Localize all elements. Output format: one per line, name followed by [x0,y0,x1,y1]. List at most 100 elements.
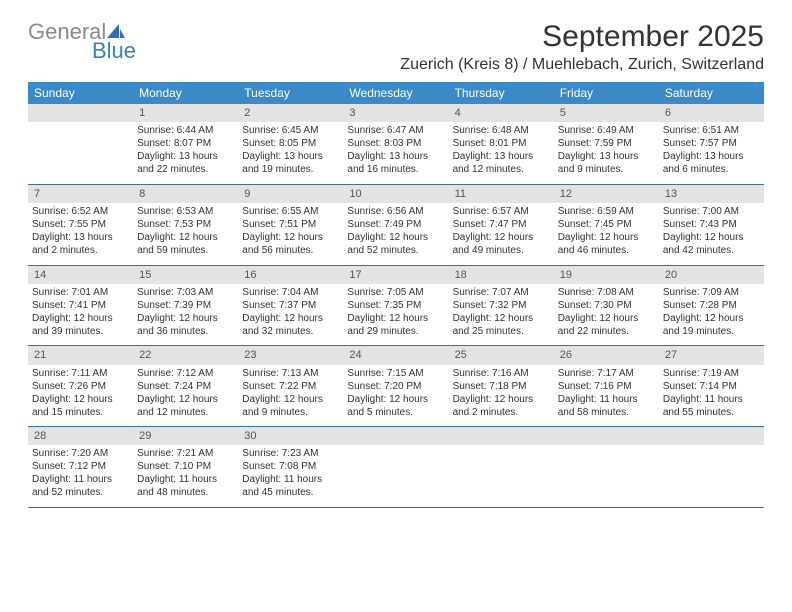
daynum-row: 123456 [28,104,764,122]
day-cell [343,445,448,507]
day-number: 29 [133,427,238,446]
day-cell: Sunrise: 6:56 AMSunset: 7:49 PMDaylight:… [343,203,448,265]
day-cell [449,445,554,507]
day-content: Sunrise: 7:12 AMSunset: 7:24 PMDaylight:… [137,367,234,419]
sunset-text: Sunset: 7:45 PM [558,218,655,231]
day-cell: Sunrise: 6:44 AMSunset: 8:07 PMDaylight:… [133,122,238,184]
day-content: Sunrise: 7:07 AMSunset: 7:32 PMDaylight:… [453,286,550,338]
daylight-text: Daylight: 11 hours and 58 minutes. [558,393,655,419]
sunrise-text: Sunrise: 6:56 AM [347,205,444,218]
day-number: 7 [28,184,133,203]
day-content: Sunrise: 6:44 AMSunset: 8:07 PMDaylight:… [137,124,234,176]
weekday-tue: Tuesday [238,82,343,104]
sunrise-text: Sunrise: 7:04 AM [242,286,339,299]
daynum-row: 282930 [28,427,764,446]
day-cell: Sunrise: 6:55 AMSunset: 7:51 PMDaylight:… [238,203,343,265]
day-cell: Sunrise: 7:08 AMSunset: 7:30 PMDaylight:… [554,284,659,346]
day-number: 8 [133,184,238,203]
day-content: Sunrise: 7:03 AMSunset: 7:39 PMDaylight:… [137,286,234,338]
daylight-text: Daylight: 12 hours and 52 minutes. [347,231,444,257]
calendar-body: 123456 Sunrise: 6:44 AMSunset: 8:07 PMDay… [28,104,764,507]
day-number: 9 [238,184,343,203]
day-content: Sunrise: 6:49 AMSunset: 7:59 PMDaylight:… [558,124,655,176]
sunrise-text: Sunrise: 6:45 AM [242,124,339,137]
data-row: Sunrise: 7:20 AMSunset: 7:12 PMDaylight:… [28,445,764,507]
data-row: Sunrise: 7:01 AMSunset: 7:41 PMDaylight:… [28,284,764,346]
daylight-text: Daylight: 13 hours and 16 minutes. [347,150,444,176]
sunset-text: Sunset: 7:12 PM [32,460,129,473]
day-cell: Sunrise: 7:09 AMSunset: 7:28 PMDaylight:… [659,284,764,346]
day-number: 18 [449,265,554,284]
weekday-row: Sunday Monday Tuesday Wednesday Thursday… [28,82,764,104]
daylight-text: Daylight: 12 hours and 59 minutes. [137,231,234,257]
sunrise-text: Sunrise: 7:05 AM [347,286,444,299]
day-cell: Sunrise: 7:20 AMSunset: 7:12 PMDaylight:… [28,445,133,507]
daylight-text: Daylight: 12 hours and 12 minutes. [137,393,234,419]
daylight-text: Daylight: 13 hours and 22 minutes. [137,150,234,176]
location: Zuerich (Kreis 8) / Muehlebach, Zurich, … [400,56,764,74]
day-cell [659,445,764,507]
weekday-sat: Saturday [659,82,764,104]
day-cell: Sunrise: 6:51 AMSunset: 7:57 PMDaylight:… [659,122,764,184]
day-cell: Sunrise: 6:45 AMSunset: 8:05 PMDaylight:… [238,122,343,184]
day-number: 17 [343,265,448,284]
day-number: 3 [343,104,448,122]
sunrise-text: Sunrise: 6:52 AM [32,205,129,218]
data-row: Sunrise: 6:52 AMSunset: 7:55 PMDaylight:… [28,203,764,265]
sunset-text: Sunset: 8:03 PM [347,137,444,150]
weekday-mon: Monday [133,82,238,104]
sunrise-text: Sunrise: 7:20 AM [32,447,129,460]
day-cell: Sunrise: 7:03 AMSunset: 7:39 PMDaylight:… [133,284,238,346]
day-content: Sunrise: 7:21 AMSunset: 7:10 PMDaylight:… [137,447,234,499]
day-number [343,427,448,446]
day-cell: Sunrise: 7:23 AMSunset: 7:08 PMDaylight:… [238,445,343,507]
day-content: Sunrise: 6:48 AMSunset: 8:01 PMDaylight:… [453,124,550,176]
daylight-text: Daylight: 13 hours and 2 minutes. [32,231,129,257]
daylight-text: Daylight: 13 hours and 9 minutes. [558,150,655,176]
calendar-head: Sunday Monday Tuesday Wednesday Thursday… [28,82,764,104]
sunrise-text: Sunrise: 6:59 AM [558,205,655,218]
day-content: Sunrise: 7:15 AMSunset: 7:20 PMDaylight:… [347,367,444,419]
day-cell: Sunrise: 6:57 AMSunset: 7:47 PMDaylight:… [449,203,554,265]
daylight-text: Daylight: 12 hours and 19 minutes. [663,312,760,338]
day-cell: Sunrise: 7:15 AMSunset: 7:20 PMDaylight:… [343,365,448,427]
day-number: 27 [659,346,764,365]
sunrise-text: Sunrise: 7:00 AM [663,205,760,218]
sunset-text: Sunset: 7:43 PM [663,218,760,231]
day-number: 19 [554,265,659,284]
sunrise-text: Sunrise: 7:07 AM [453,286,550,299]
sunrise-text: Sunrise: 6:53 AM [137,205,234,218]
day-number: 30 [238,427,343,446]
sunset-text: Sunset: 7:22 PM [242,380,339,393]
day-number: 2 [238,104,343,122]
sunrise-text: Sunrise: 7:09 AM [663,286,760,299]
sunset-text: Sunset: 7:28 PM [663,299,760,312]
daylight-text: Daylight: 13 hours and 12 minutes. [453,150,550,176]
data-row: Sunrise: 7:11 AMSunset: 7:26 PMDaylight:… [28,365,764,427]
logo: General Blue [28,20,136,62]
day-content: Sunrise: 7:20 AMSunset: 7:12 PMDaylight:… [32,447,129,499]
sunrise-text: Sunrise: 6:55 AM [242,205,339,218]
sunset-text: Sunset: 8:05 PM [242,137,339,150]
daylight-text: Daylight: 12 hours and 9 minutes. [242,393,339,419]
sunrise-text: Sunrise: 6:44 AM [137,124,234,137]
sunset-text: Sunset: 7:35 PM [347,299,444,312]
day-number: 1 [133,104,238,122]
day-cell: Sunrise: 7:12 AMSunset: 7:24 PMDaylight:… [133,365,238,427]
day-content: Sunrise: 6:55 AMSunset: 7:51 PMDaylight:… [242,205,339,257]
day-number [554,427,659,446]
daylight-text: Daylight: 12 hours and 42 minutes. [663,231,760,257]
day-number: 22 [133,346,238,365]
daylight-text: Daylight: 12 hours and 29 minutes. [347,312,444,338]
day-cell [28,122,133,184]
daylight-text: Daylight: 12 hours and 56 minutes. [242,231,339,257]
day-number: 6 [659,104,764,122]
sunset-text: Sunset: 7:41 PM [32,299,129,312]
day-content: Sunrise: 7:17 AMSunset: 7:16 PMDaylight:… [558,367,655,419]
sunrise-text: Sunrise: 6:51 AM [663,124,760,137]
day-number: 24 [343,346,448,365]
daylight-text: Daylight: 12 hours and 32 minutes. [242,312,339,338]
day-cell: Sunrise: 6:47 AMSunset: 8:03 PMDaylight:… [343,122,448,184]
day-cell: Sunrise: 7:21 AMSunset: 7:10 PMDaylight:… [133,445,238,507]
sunrise-text: Sunrise: 6:47 AM [347,124,444,137]
